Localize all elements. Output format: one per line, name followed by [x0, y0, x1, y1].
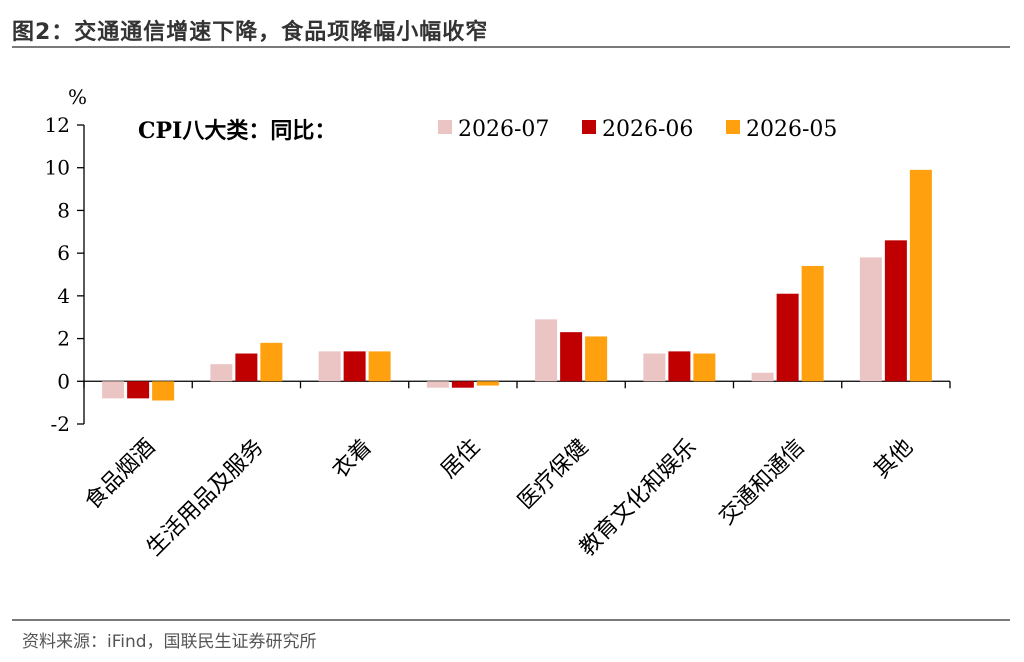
category-label-5: 教育文化和娱乐	[575, 435, 702, 562]
bar-2026-05-6	[801, 265, 824, 382]
y-tick-label-4: 6	[57, 241, 70, 265]
bar-2026-06-5	[668, 351, 691, 382]
legend-swatch-0	[438, 120, 452, 134]
source-note: 资料来源：iFind，国联民生证券研究所	[22, 632, 317, 652]
y-tick-label-0: -2	[51, 412, 70, 436]
y-tick-label-1: 0	[57, 369, 70, 393]
category-label-6: 交通和通信	[714, 435, 809, 530]
category-label-4: 医疗保健	[513, 435, 593, 515]
bar-2026-05-1	[260, 342, 283, 382]
bar-2026-05-3	[476, 381, 499, 386]
y-tick-label-6: 10	[45, 156, 70, 180]
y-unit-label: %	[68, 85, 87, 109]
legend-label-1: 2026-06	[602, 117, 693, 142]
bar-2026-06-7	[884, 240, 907, 382]
bar-2026-07-1	[210, 364, 233, 382]
legend-swatch-2	[726, 120, 740, 134]
chart-title: CPI八大类：同比：	[138, 118, 336, 144]
bar-2026-07-4	[535, 319, 558, 382]
bar-2026-07-5	[643, 353, 666, 382]
category-label-1: 生活用品及服务	[142, 435, 269, 562]
bar-2026-07-2	[318, 351, 341, 382]
bar-2026-07-6	[751, 372, 774, 382]
bar-2026-06-4	[560, 332, 583, 382]
bar-2026-05-0	[152, 381, 175, 401]
y-tick-label-7: 12	[45, 113, 70, 137]
figure-title: 图2：交通通信增速下降，食品项降幅小幅收窄	[12, 20, 489, 45]
bar-2026-05-2	[368, 351, 391, 382]
bar-2026-06-1	[235, 353, 258, 382]
bar-2026-05-5	[693, 353, 716, 382]
bar-2026-06-2	[343, 351, 366, 382]
category-label-0: 食品烟酒	[80, 435, 160, 515]
bar-2026-06-6	[776, 293, 799, 382]
category-label-3: 居住	[436, 435, 485, 484]
bar-2026-05-4	[585, 336, 608, 382]
category-label-7: 其他	[869, 435, 918, 484]
y-tick-label-2: 2	[57, 327, 70, 351]
category-label-2: 衣着	[328, 435, 377, 484]
bar-2026-07-7	[859, 257, 882, 382]
legend-label-2: 2026-05	[746, 117, 837, 142]
y-tick-label-3: 4	[57, 284, 70, 308]
bar-2026-07-0	[102, 381, 125, 399]
legend-swatch-1	[582, 120, 596, 134]
y-tick-label-5: 8	[57, 198, 70, 222]
legend-label-0: 2026-07	[458, 117, 549, 142]
bar-2026-06-0	[127, 381, 150, 399]
bar-2026-07-3	[426, 381, 449, 388]
title-divider	[12, 46, 1010, 48]
bar-2026-06-3	[451, 381, 474, 388]
source-divider	[12, 619, 1010, 621]
bar-2026-05-7	[909, 169, 932, 382]
